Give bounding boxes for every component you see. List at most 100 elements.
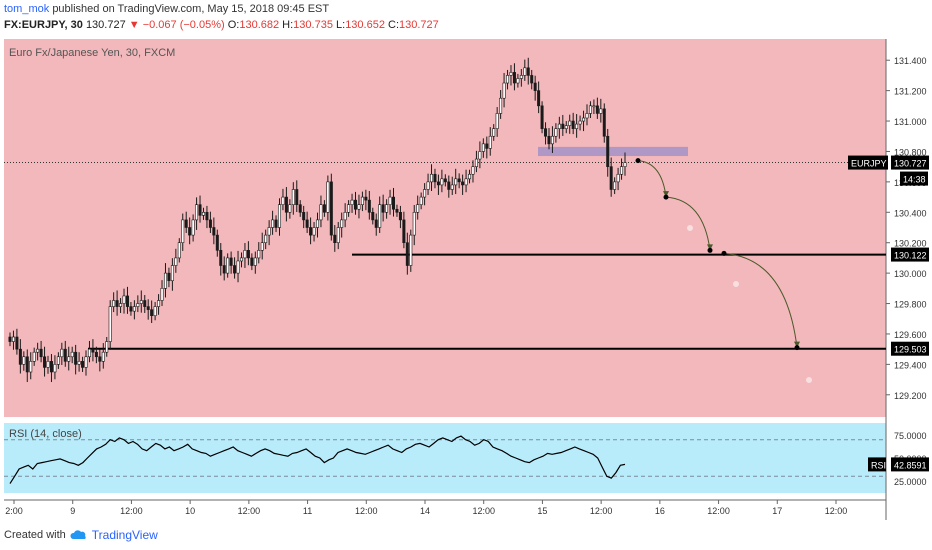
candle-body <box>208 219 212 228</box>
candle-body <box>336 227 340 244</box>
candle-body <box>295 189 299 205</box>
candle-body <box>215 234 219 251</box>
price-tick-label: 129.800 <box>894 300 927 310</box>
publish-info: tom_mok published on TradingView.com, Ma… <box>4 3 329 15</box>
tradingview-cloud-icon <box>70 530 86 539</box>
candle-body <box>212 227 216 236</box>
close-label: C: <box>388 19 400 31</box>
candle-body <box>181 219 185 244</box>
candle-body <box>222 265 226 274</box>
time-tick-label: 12:00 <box>472 506 495 516</box>
open-label: O: <box>227 19 240 31</box>
candle-body <box>271 219 275 228</box>
candle-body <box>281 196 285 205</box>
candle-body <box>333 234 337 244</box>
candle-body <box>315 219 319 228</box>
symbol: FX:EURJPY, 30 <box>4 19 83 31</box>
candle-body <box>119 303 123 307</box>
candle-body <box>132 306 136 312</box>
candle-body <box>87 348 91 358</box>
projection-point <box>663 194 669 200</box>
time-tick-label: 17 <box>772 506 782 516</box>
candle-body <box>243 250 247 259</box>
last-price-symbol-badge: EURJPY <box>851 159 887 169</box>
candle-body <box>11 336 15 342</box>
candle-body <box>309 227 313 236</box>
candle-body <box>360 196 364 205</box>
candle-body <box>122 295 126 304</box>
projection-arrowhead <box>663 191 669 198</box>
countdown-badge-bg <box>900 171 928 186</box>
rsi-label: RSI (14, close) <box>9 428 82 440</box>
candle-body <box>229 257 233 266</box>
time-tick-label: 12:00 <box>825 506 848 516</box>
candle-body <box>63 348 67 362</box>
candle-body <box>94 351 98 358</box>
rsi-tick-label: 75.0000 <box>894 431 927 441</box>
time-tick-label: 15 <box>537 506 547 516</box>
candle-body <box>184 219 188 228</box>
change: ▼ −0.067 (−0.05%) <box>128 19 225 31</box>
candle-body <box>620 166 624 175</box>
candle-body <box>495 113 499 129</box>
projection-point <box>794 345 800 351</box>
candle-body <box>70 351 74 358</box>
tradingview-brand-link[interactable]: TradingView <box>91 528 158 542</box>
candle-body <box>177 242 181 259</box>
candle-body <box>423 189 427 198</box>
candle-body <box>595 105 599 114</box>
projection-arrowhead <box>707 244 713 251</box>
candle-body <box>84 356 88 368</box>
candle-body <box>512 72 516 84</box>
candle-body <box>426 181 430 190</box>
candle-body <box>105 341 109 353</box>
candle-body <box>578 120 582 125</box>
candle-body <box>450 184 454 190</box>
candle-body <box>440 178 444 186</box>
candle-body <box>405 242 409 266</box>
candle-body <box>284 196 288 213</box>
candle-body <box>544 128 548 137</box>
candle-body <box>547 135 551 145</box>
candle-body <box>150 309 154 317</box>
candle-body <box>557 123 561 129</box>
candle-body <box>322 204 326 213</box>
candle-body <box>506 75 510 84</box>
candle-body <box>575 123 579 129</box>
candle-body <box>129 306 133 312</box>
candle-body <box>388 196 392 205</box>
candle-body <box>29 361 33 373</box>
candle-body <box>606 135 610 167</box>
last-price-symbol-badge-bg <box>848 155 888 170</box>
ohlc-bar: FX:EURJPY, 30 130.727 ▼ −0.067 (−0.05%) … <box>4 19 439 31</box>
candle-body <box>77 361 81 365</box>
candle-body <box>340 219 344 228</box>
candle-body <box>447 181 451 190</box>
resistance-zone[interactable] <box>538 146 688 157</box>
candle-body <box>101 351 105 362</box>
candle-body <box>381 204 385 213</box>
time-tick-label: 14 <box>420 506 430 516</box>
created-with-text: Created with <box>4 529 66 541</box>
candle-body <box>474 158 478 167</box>
candle-body <box>537 90 541 107</box>
author-link[interactable]: tom_mok <box>4 3 50 15</box>
candle-body <box>236 260 240 274</box>
candle-body <box>157 300 161 307</box>
time-tick-label: 12:00 <box>238 506 261 516</box>
candle-body <box>523 67 527 76</box>
candle-body <box>585 113 589 119</box>
time-tick-label: 9 <box>70 506 75 516</box>
rsi-line <box>9 435 626 484</box>
candle-body <box>347 204 351 213</box>
candle-body <box>613 181 617 190</box>
candle-body <box>191 219 195 236</box>
candle-body <box>260 242 264 251</box>
candle-body <box>98 356 102 362</box>
candle-body <box>592 105 596 108</box>
candle-body <box>385 204 389 213</box>
candle-body <box>67 356 71 362</box>
candle-body <box>246 250 250 259</box>
rsi-name-badge-bg <box>868 457 886 472</box>
